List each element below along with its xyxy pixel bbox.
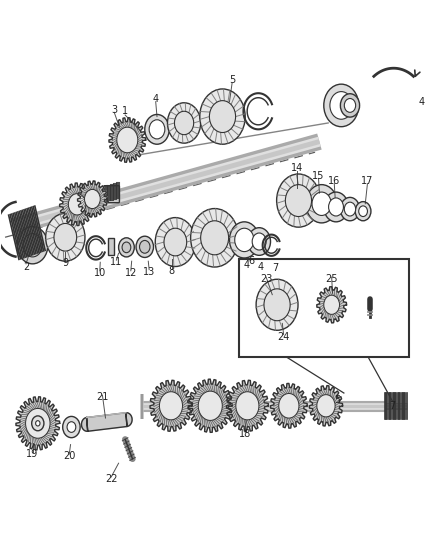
Circle shape	[324, 192, 348, 222]
Text: 2: 2	[23, 262, 29, 271]
Circle shape	[328, 198, 343, 216]
Text: 7: 7	[272, 263, 278, 273]
Circle shape	[312, 192, 331, 215]
Text: 16: 16	[328, 176, 340, 187]
Circle shape	[252, 233, 266, 250]
FancyBboxPatch shape	[104, 185, 120, 203]
Circle shape	[145, 115, 169, 144]
Circle shape	[324, 84, 359, 127]
Text: 4: 4	[258, 262, 264, 271]
Polygon shape	[109, 118, 146, 162]
Circle shape	[63, 416, 80, 438]
Circle shape	[317, 394, 335, 417]
Polygon shape	[309, 385, 343, 426]
Circle shape	[340, 94, 360, 117]
Circle shape	[230, 222, 259, 258]
Circle shape	[155, 217, 195, 266]
Text: 8: 8	[169, 266, 175, 276]
Circle shape	[164, 228, 187, 256]
Text: 15: 15	[312, 171, 325, 181]
Circle shape	[279, 393, 299, 418]
Text: 23: 23	[260, 274, 272, 284]
Circle shape	[359, 206, 367, 216]
Circle shape	[117, 127, 138, 153]
Polygon shape	[271, 383, 307, 428]
Text: 18: 18	[239, 429, 251, 439]
Text: 3: 3	[111, 104, 117, 115]
Circle shape	[17, 227, 48, 264]
Circle shape	[330, 92, 353, 119]
Circle shape	[46, 213, 85, 261]
Circle shape	[32, 416, 44, 431]
Circle shape	[35, 421, 40, 426]
Circle shape	[340, 197, 360, 221]
Circle shape	[174, 111, 194, 135]
Polygon shape	[317, 287, 346, 323]
Text: 22: 22	[105, 474, 117, 484]
Circle shape	[191, 208, 239, 267]
Text: 4: 4	[152, 94, 159, 104]
Circle shape	[355, 201, 371, 221]
Circle shape	[277, 174, 320, 227]
Text: 10: 10	[94, 268, 106, 278]
Text: 5: 5	[229, 76, 235, 85]
Text: 4: 4	[244, 260, 250, 270]
Circle shape	[256, 279, 298, 330]
Circle shape	[159, 392, 183, 420]
Circle shape	[136, 236, 153, 257]
Text: 12: 12	[125, 268, 137, 278]
Bar	[239, 259, 409, 357]
Circle shape	[248, 228, 271, 255]
Text: 1: 1	[122, 106, 128, 116]
Text: 20: 20	[63, 451, 75, 461]
Circle shape	[235, 228, 254, 252]
Circle shape	[198, 391, 222, 421]
Circle shape	[344, 99, 356, 112]
Circle shape	[85, 189, 100, 208]
Circle shape	[54, 223, 77, 251]
Polygon shape	[81, 413, 132, 431]
Circle shape	[286, 184, 311, 216]
Circle shape	[324, 295, 339, 314]
Text: 25: 25	[325, 274, 338, 284]
Text: 6: 6	[249, 256, 255, 266]
Circle shape	[200, 89, 245, 144]
Polygon shape	[78, 181, 107, 217]
Text: 19: 19	[26, 449, 39, 458]
Circle shape	[119, 238, 134, 257]
Circle shape	[201, 221, 229, 255]
Circle shape	[140, 240, 150, 253]
Text: 9: 9	[62, 258, 68, 268]
Text: 7: 7	[390, 401, 396, 411]
Polygon shape	[226, 380, 268, 431]
Circle shape	[68, 193, 86, 215]
Text: 11: 11	[110, 257, 123, 267]
Circle shape	[306, 184, 337, 223]
Text: 14: 14	[290, 163, 303, 173]
Text: 4: 4	[419, 96, 425, 107]
Circle shape	[344, 202, 356, 216]
Text: 5: 5	[335, 395, 341, 406]
Circle shape	[236, 392, 259, 420]
Circle shape	[167, 103, 201, 143]
Circle shape	[149, 120, 165, 139]
Text: 13: 13	[143, 267, 155, 277]
Polygon shape	[60, 183, 95, 225]
Circle shape	[25, 408, 50, 438]
Text: 17: 17	[361, 176, 374, 187]
Circle shape	[67, 422, 76, 432]
Bar	[108, 238, 114, 255]
Polygon shape	[188, 379, 232, 432]
Polygon shape	[16, 397, 60, 450]
Circle shape	[122, 242, 131, 253]
Text: 21: 21	[96, 392, 109, 402]
Circle shape	[23, 233, 42, 257]
Circle shape	[264, 289, 290, 321]
Text: 24: 24	[277, 332, 290, 342]
Circle shape	[209, 101, 236, 133]
Polygon shape	[150, 380, 192, 431]
